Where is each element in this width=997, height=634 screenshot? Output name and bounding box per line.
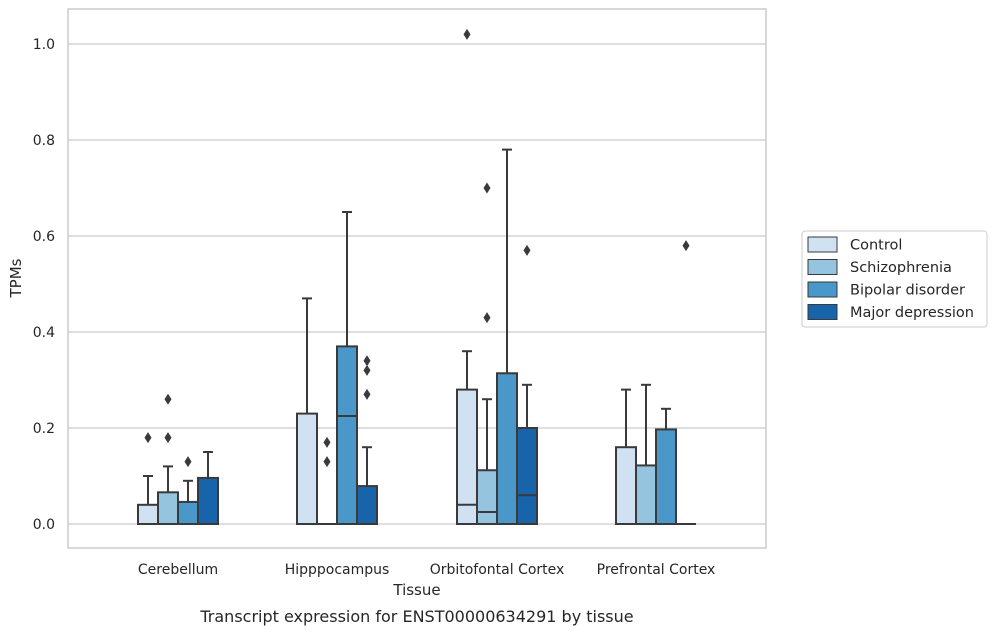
outlier-point [483, 182, 491, 194]
box-rect [177, 500, 199, 526]
x-tick-label: Cerebellum [138, 562, 218, 578]
box-major-depression [197, 451, 219, 526]
outlier-point [323, 456, 331, 468]
y-tick-label: 0.8 [33, 133, 55, 149]
box-rect [476, 469, 498, 525]
legend-entry: Schizophrenia [850, 260, 952, 276]
box-bipolar-disorder [336, 211, 358, 525]
outlier-point [523, 244, 531, 256]
x-tick-label: Prefrontal Cortex [597, 562, 716, 578]
y-tick-label: 0.4 [33, 325, 55, 341]
box-rect [137, 503, 159, 525]
figure-caption: Transcript expression for ENST0000063429… [199, 607, 633, 626]
y-tick-label: 0.2 [33, 421, 55, 437]
x-tick-label: Hipppocampus [285, 562, 390, 578]
y-axis-ticks: 0.0 0.2 0.4 0.6 0.8 1.0 [33, 37, 55, 533]
box-rect [655, 428, 677, 525]
x-axis-ticks: Cerebellum Hipppocampus Orbitofontal Corte… [138, 562, 715, 578]
legend-entry: Major depression [850, 305, 974, 321]
box-bipolar-disorder [655, 407, 677, 525]
legend: Control Schizophrenia Bipolar disorder Majo… [801, 230, 988, 328]
outlier-point [363, 388, 371, 400]
y-tick-label: 0.0 [33, 517, 55, 533]
box-rect [456, 388, 478, 525]
outlier-point [323, 436, 331, 448]
box-major-depression [676, 240, 696, 525]
box-rect [336, 345, 358, 525]
outlier-point [682, 240, 690, 252]
box-rect [516, 427, 538, 525]
box-rect [157, 491, 179, 526]
x-tick-label: Orbitofontal Cortex [430, 562, 565, 578]
box-control [296, 297, 318, 526]
plot-area [67, 8, 767, 549]
box-schizophrenia [317, 436, 337, 525]
outlier-point [463, 28, 471, 40]
outlier-point [184, 456, 192, 468]
legend-entry: Bipolar disorder [850, 283, 965, 299]
y-axis-label: TPMs [7, 258, 25, 298]
box-rect [296, 412, 318, 526]
legend-swatch [807, 259, 838, 275]
legend-swatch [807, 281, 838, 298]
box-schizophrenia [476, 182, 498, 525]
box-control [137, 432, 159, 525]
y-tick-label: 0.6 [33, 229, 55, 245]
outlier-point [363, 364, 371, 376]
outlier-point [164, 432, 172, 444]
x-axis-label: Tissue [392, 581, 440, 599]
y-tick-label: 1.0 [33, 37, 55, 53]
legend-swatch [807, 236, 838, 253]
box-control [615, 388, 637, 526]
box-rect [197, 476, 219, 526]
box-rect [496, 372, 518, 525]
box-series [137, 28, 696, 526]
legend-frame [801, 230, 988, 328]
outlier-point [144, 432, 152, 444]
outlier-point [483, 312, 491, 324]
box-major-depression [356, 355, 378, 525]
box-control [456, 28, 478, 525]
box-rect [615, 446, 637, 526]
legend-entry: Control [850, 238, 902, 254]
box-major-depression [516, 244, 538, 525]
outlier-point [363, 355, 371, 367]
legend-swatch [807, 304, 838, 320]
outlier-point [164, 393, 172, 405]
box-rect [635, 464, 657, 526]
box-rect [356, 485, 378, 525]
